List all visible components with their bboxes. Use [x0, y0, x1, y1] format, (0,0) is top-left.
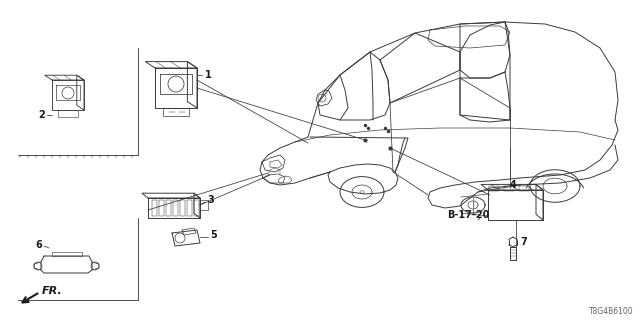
Text: 4: 4 — [510, 180, 516, 190]
Text: 5: 5 — [210, 230, 217, 240]
Text: 7: 7 — [520, 237, 527, 247]
Text: 3: 3 — [207, 195, 214, 205]
Text: T8G4B6100: T8G4B6100 — [589, 307, 634, 316]
Text: 6: 6 — [35, 240, 42, 250]
Text: FR.: FR. — [42, 286, 63, 296]
Text: 1: 1 — [205, 70, 212, 80]
Text: B-17-20: B-17-20 — [447, 210, 490, 220]
Text: 2: 2 — [38, 110, 45, 120]
